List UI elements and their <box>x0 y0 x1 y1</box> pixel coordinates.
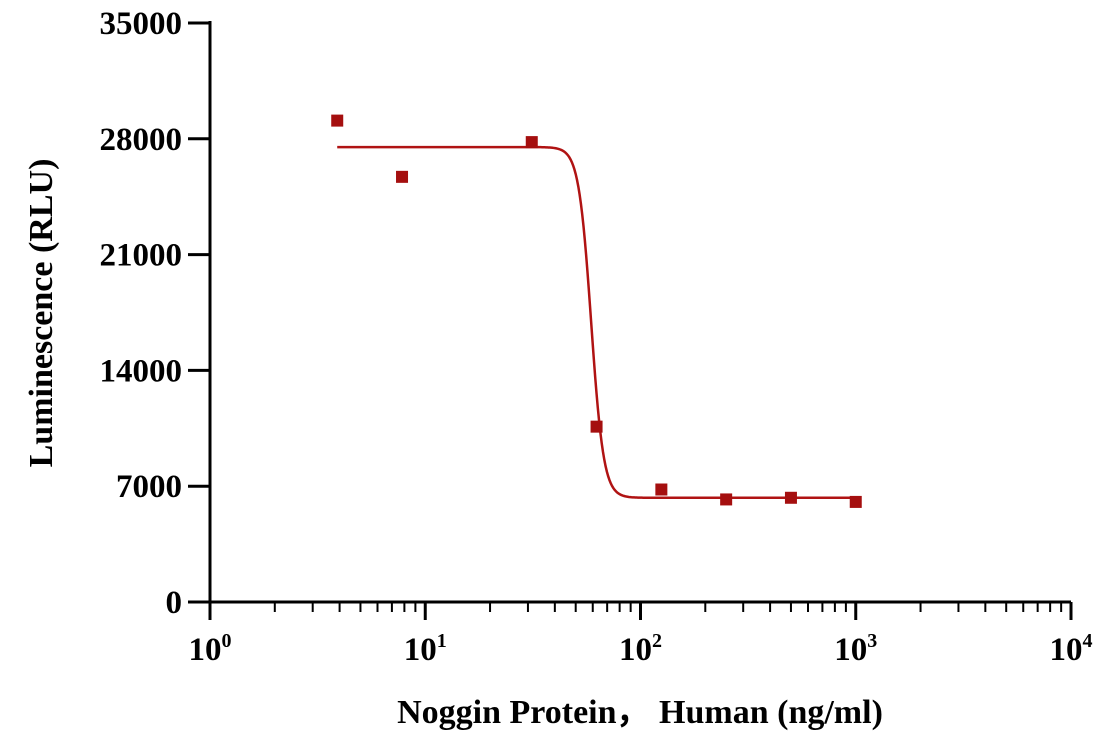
x-tick-label: 104 <box>1050 630 1093 668</box>
y-tick-label: 28000 <box>100 122 183 158</box>
x-tick-label: 102 <box>619 630 662 668</box>
data-point <box>590 420 603 433</box>
y-tick-label: 21000 <box>100 238 183 274</box>
x-tick-label: 100 <box>189 630 232 668</box>
y-axis: 0 7000 14000 21000 28000 35000 <box>100 6 212 621</box>
plot-area <box>331 114 862 508</box>
y-axis-title: Luminescence (RLU) <box>23 159 60 468</box>
x-axis: 100 101 102 103 104 <box>189 600 1093 668</box>
x-tick-label: 103 <box>834 630 877 668</box>
fit-curve <box>337 145 856 500</box>
y-tick-label: 7000 <box>116 469 182 505</box>
x-axis-title: Noggin Protein， Human (ng/ml) <box>397 694 883 731</box>
data-point <box>396 170 409 183</box>
data-point <box>720 493 733 506</box>
data-point <box>331 114 344 127</box>
data-point <box>655 483 668 496</box>
data-point <box>784 491 797 504</box>
x-tick-label: 101 <box>404 630 447 668</box>
data-point <box>849 495 862 508</box>
y-tick-label: 35000 <box>100 6 183 42</box>
y-tick-label: 14000 <box>100 353 183 389</box>
data-point <box>525 136 538 149</box>
y-tick-label: 0 <box>166 585 183 621</box>
